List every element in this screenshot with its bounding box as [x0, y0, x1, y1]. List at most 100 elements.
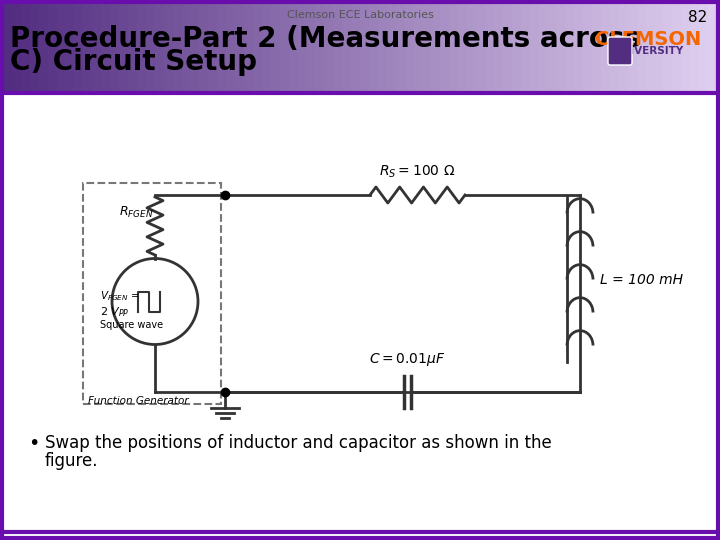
Bar [57, 3, 66, 93]
Bar [565, 3, 575, 93]
Bar [690, 3, 700, 93]
Text: •: • [28, 434, 40, 453]
Text: L = 100 mH: L = 100 mH [600, 273, 683, 287]
Bar [512, 3, 522, 93]
Text: $R_{FGEN}$: $R_{FGEN}$ [119, 205, 153, 220]
Bar [485, 3, 495, 93]
Bar [163, 3, 174, 93]
Bar [333, 3, 343, 93]
Bar [583, 3, 593, 93]
Bar [324, 3, 334, 93]
Text: $R_S = 100\ \Omega$: $R_S = 100\ \Omega$ [379, 164, 456, 180]
Bar [208, 3, 218, 93]
Text: figure.: figure. [45, 452, 99, 470]
Bar [84, 3, 94, 93]
Bar [289, 3, 299, 93]
Text: Function Generator: Function Generator [88, 396, 189, 406]
Bar [66, 3, 76, 93]
Bar [413, 3, 423, 93]
Bar [369, 3, 379, 93]
Bar [12, 3, 22, 93]
Bar [307, 3, 316, 93]
Bar [190, 3, 200, 93]
Bar [458, 3, 468, 93]
Bar [217, 3, 227, 93]
Bar [636, 3, 647, 93]
Bar [30, 3, 40, 93]
Text: 2 $V_{PP}$: 2 $V_{PP}$ [100, 306, 130, 319]
Bar [547, 3, 557, 93]
Bar [145, 3, 156, 93]
Bar [405, 3, 415, 93]
Bar [253, 3, 263, 93]
Bar [646, 3, 655, 93]
Bar [102, 3, 111, 93]
Bar [119, 3, 129, 93]
Bar [592, 3, 602, 93]
Bar [155, 3, 165, 93]
Bar [235, 3, 245, 93]
Bar [494, 3, 504, 93]
Bar [431, 3, 441, 93]
Bar [467, 3, 477, 93]
Bar [83, 183, 221, 404]
Bar [610, 3, 620, 93]
Bar [575, 3, 584, 93]
Bar [137, 3, 147, 93]
Bar [48, 3, 58, 93]
FancyBboxPatch shape [608, 37, 632, 65]
Bar [3, 93, 717, 537]
Bar [672, 3, 683, 93]
Text: Clemson ECE Laboratories: Clemson ECE Laboratories [287, 10, 433, 20]
Bar [199, 3, 210, 93]
Bar [378, 3, 388, 93]
Bar [173, 3, 182, 93]
Bar [279, 3, 289, 93]
Bar [708, 3, 718, 93]
Text: 82: 82 [688, 10, 707, 25]
Bar [39, 3, 49, 93]
Bar [271, 3, 281, 93]
Bar [476, 3, 486, 93]
Bar [74, 3, 84, 93]
Bar [628, 3, 638, 93]
Bar [244, 3, 254, 93]
Bar [539, 3, 549, 93]
Bar [396, 3, 405, 93]
Text: Procedure-Part 2 (Measurements across: Procedure-Part 2 (Measurements across [10, 25, 641, 53]
Bar [128, 3, 138, 93]
Text: CLEMSON: CLEMSON [595, 30, 701, 49]
Bar [226, 3, 236, 93]
Bar [297, 3, 307, 93]
Text: $C = 0.01\mu F$: $C = 0.01\mu F$ [369, 351, 446, 368]
Bar [441, 3, 450, 93]
Bar [360, 3, 370, 93]
Text: $V_{FGEN}$ =: $V_{FGEN}$ = [100, 289, 140, 303]
Bar [521, 3, 531, 93]
Bar [351, 3, 361, 93]
Bar [181, 3, 192, 93]
Bar [663, 3, 673, 93]
Bar [3, 3, 13, 93]
Bar [681, 3, 691, 93]
Bar [342, 3, 352, 93]
Bar [387, 3, 397, 93]
Bar [315, 3, 325, 93]
Text: Square wave: Square wave [100, 321, 163, 330]
Bar [654, 3, 665, 93]
Bar [92, 3, 102, 93]
Text: C) Circuit Setup: C) Circuit Setup [10, 48, 257, 76]
Bar [110, 3, 120, 93]
Bar [618, 3, 629, 93]
Bar [699, 3, 709, 93]
Bar [601, 3, 611, 93]
Bar [557, 3, 566, 93]
Bar [503, 3, 513, 93]
Bar [530, 3, 539, 93]
Bar [449, 3, 459, 93]
Bar [21, 3, 31, 93]
Bar [262, 3, 271, 93]
Text: UNIVERSITY: UNIVERSITY [613, 46, 683, 56]
Bar [423, 3, 433, 93]
Text: Swap the positions of inductor and capacitor as shown in the: Swap the positions of inductor and capac… [45, 434, 552, 452]
